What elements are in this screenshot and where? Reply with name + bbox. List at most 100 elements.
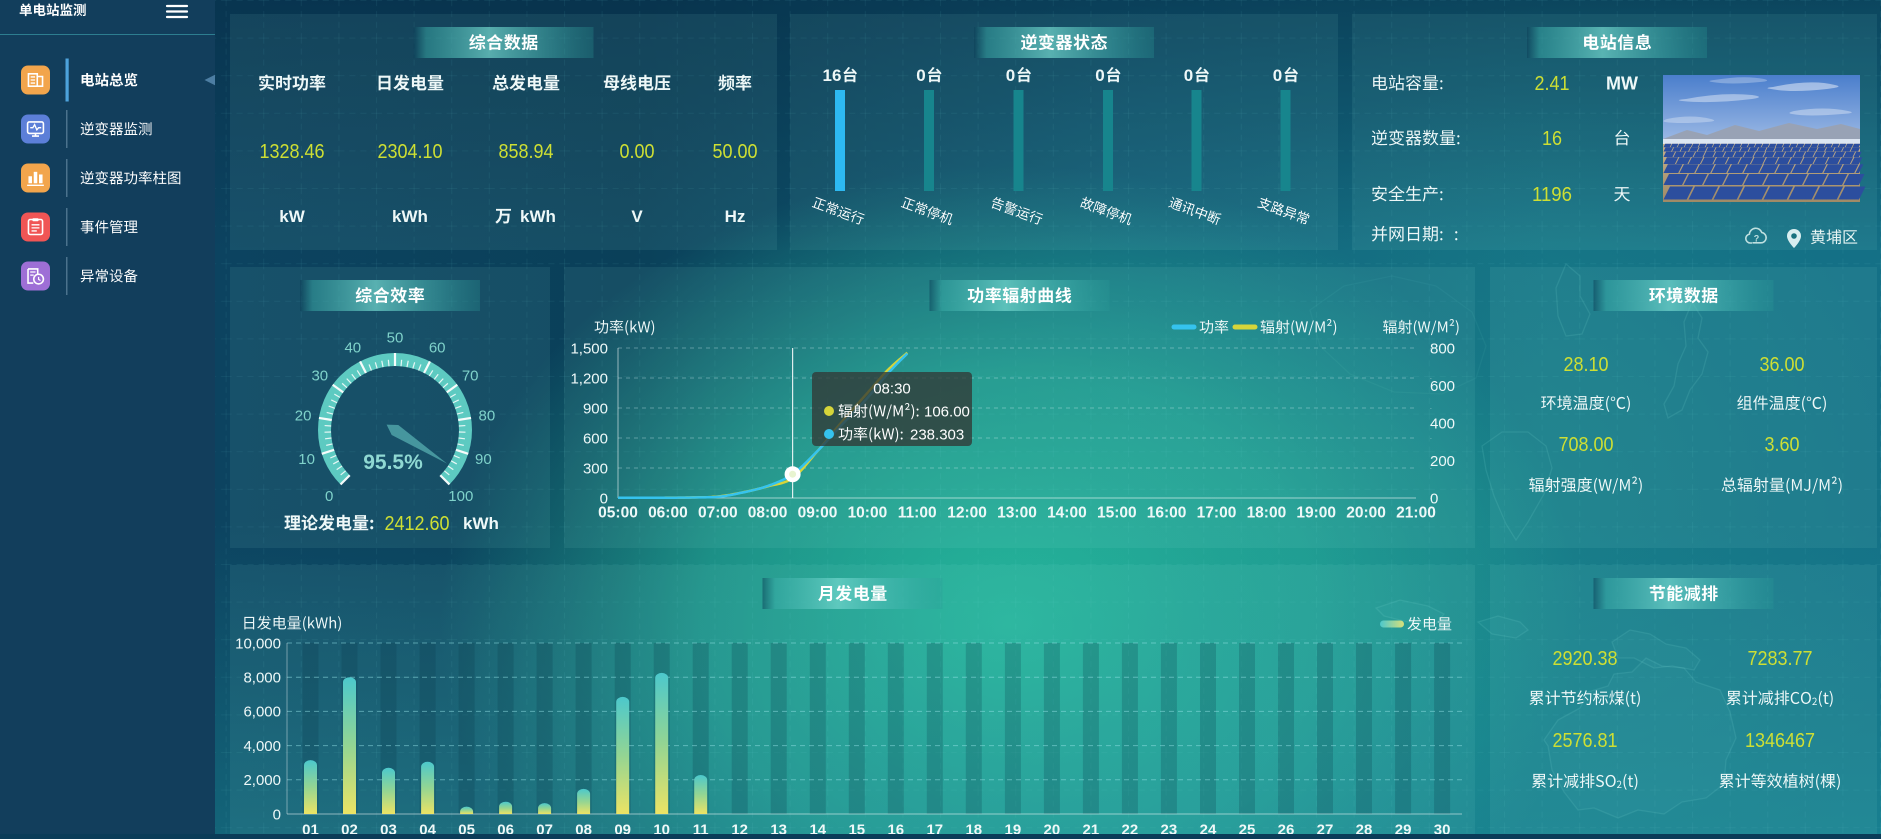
svg-text:1346467: 1346467 [1745, 730, 1815, 752]
svg-text:29: 29 [1395, 821, 1412, 834]
svg-text:106.00: 106.00 [924, 403, 970, 420]
svg-text:07:00: 07:00 [698, 505, 738, 522]
svg-text:23: 23 [1161, 821, 1178, 834]
svg-text:10,000: 10,000 [235, 635, 281, 652]
svg-text:12:00: 12:00 [947, 505, 987, 522]
svg-text:36.00: 36.00 [1760, 354, 1805, 376]
svg-text:26: 26 [1278, 821, 1295, 834]
svg-text:10: 10 [653, 821, 670, 834]
svg-text:13: 13 [770, 821, 787, 834]
svg-text:17:00: 17:00 [1197, 505, 1237, 522]
svg-text:11:00: 11:00 [898, 505, 937, 522]
svg-text:12: 12 [731, 821, 748, 834]
svg-text:21:00: 21:00 [1396, 505, 1436, 522]
svg-text:0: 0 [1430, 490, 1438, 507]
svg-text:02: 02 [341, 821, 358, 834]
svg-text:1328.46: 1328.46 [259, 141, 324, 163]
svg-text:08:00: 08:00 [748, 505, 788, 522]
svg-text:200: 200 [1430, 453, 1455, 470]
svg-text:16: 16 [1542, 128, 1562, 150]
svg-text:18: 18 [965, 821, 982, 834]
svg-text:06:00: 06:00 [648, 505, 688, 522]
svg-text:20: 20 [1044, 821, 1061, 834]
svg-text:0: 0 [273, 806, 281, 823]
svg-text:1196: 1196 [1532, 184, 1572, 206]
svg-text:05: 05 [458, 821, 475, 834]
svg-text:7283.77: 7283.77 [1747, 648, 1812, 670]
svg-text:0: 0 [1273, 66, 1282, 85]
svg-text:600: 600 [1430, 378, 1455, 395]
svg-text:2412.60: 2412.60 [384, 513, 449, 535]
svg-text:kW: kW [279, 207, 305, 226]
svg-text:10:00: 10:00 [848, 505, 888, 522]
svg-text:1,200: 1,200 [570, 370, 608, 387]
svg-text:1,500: 1,500 [570, 340, 608, 357]
svg-text:07: 07 [536, 821, 553, 834]
svg-text:15: 15 [848, 821, 865, 834]
svg-text:50.00: 50.00 [713, 141, 758, 163]
svg-text:600: 600 [583, 430, 608, 447]
svg-text:27: 27 [1317, 821, 1334, 834]
svg-text:06: 06 [497, 821, 514, 834]
svg-text:05:00: 05:00 [598, 505, 638, 522]
svg-text:kWh: kWh [392, 207, 428, 226]
svg-text:400: 400 [1430, 415, 1455, 432]
svg-text:V: V [631, 207, 643, 226]
svg-text:14: 14 [809, 821, 826, 834]
svg-text:22: 22 [1122, 821, 1139, 834]
svg-text:238.303: 238.303 [910, 426, 964, 443]
svg-text:28.10: 28.10 [1564, 354, 1609, 376]
svg-text:28: 28 [1356, 821, 1373, 834]
svg-text:01: 01 [302, 821, 319, 834]
svg-text:17: 17 [926, 821, 943, 834]
svg-text:Hz: Hz [725, 207, 746, 226]
svg-text:18:00: 18:00 [1247, 505, 1287, 522]
svg-text:09:00: 09:00 [798, 505, 838, 522]
svg-text:200: 200 [1430, 467, 1432, 469]
svg-text:800: 800 [1430, 347, 1432, 349]
svg-text:95.5%: 95.5% [363, 451, 423, 474]
svg-text:80: 80 [479, 408, 496, 425]
svg-text:21: 21 [1083, 821, 1100, 834]
svg-text:19: 19 [1005, 821, 1022, 834]
svg-text:70: 70 [462, 368, 479, 385]
svg-text:2304.10: 2304.10 [377, 141, 442, 163]
svg-text:2920.38: 2920.38 [1552, 648, 1617, 670]
svg-text:kWh: kWh [520, 207, 556, 226]
svg-text:50: 50 [387, 329, 404, 346]
svg-text:16: 16 [887, 821, 904, 834]
svg-text:20:00: 20:00 [1346, 505, 1386, 522]
svg-text:800: 800 [1430, 340, 1455, 357]
svg-text:24: 24 [1200, 821, 1217, 834]
svg-text:400: 400 [1430, 437, 1432, 439]
svg-text:0: 0 [1184, 66, 1193, 85]
svg-text:40: 40 [344, 339, 361, 356]
svg-text:0: 0 [325, 488, 333, 505]
svg-text:0: 0 [916, 66, 925, 85]
svg-text:2.41: 2.41 [1535, 73, 1570, 95]
svg-text:30: 30 [311, 368, 328, 385]
svg-text:900: 900 [583, 400, 608, 417]
svg-text:08: 08 [575, 821, 592, 834]
svg-text:10: 10 [298, 451, 315, 468]
svg-text:16:00: 16:00 [1147, 505, 1187, 522]
svg-text:25: 25 [1239, 821, 1256, 834]
svg-text:3.60: 3.60 [1765, 434, 1800, 456]
svg-text:8,000: 8,000 [243, 670, 281, 687]
svg-text:13:00: 13:00 [997, 505, 1037, 522]
svg-text:30: 30 [1434, 821, 1451, 834]
svg-text:858.94: 858.94 [499, 141, 554, 163]
svg-text:0: 0 [1006, 66, 1015, 85]
svg-text:?: ? [1754, 234, 1760, 244]
svg-text:15:00: 15:00 [1097, 505, 1137, 522]
svg-text:03: 03 [380, 821, 397, 834]
svg-text:11: 11 [693, 821, 709, 834]
svg-text:0: 0 [1430, 497, 1431, 499]
svg-text:90: 90 [475, 451, 492, 468]
svg-text:09: 09 [614, 821, 631, 834]
svg-text:60: 60 [429, 339, 446, 356]
svg-text:20: 20 [295, 408, 312, 425]
svg-text:14:00: 14:00 [1047, 505, 1087, 522]
svg-text:300: 300 [583, 460, 608, 477]
svg-text:08:30: 08:30 [873, 380, 911, 397]
